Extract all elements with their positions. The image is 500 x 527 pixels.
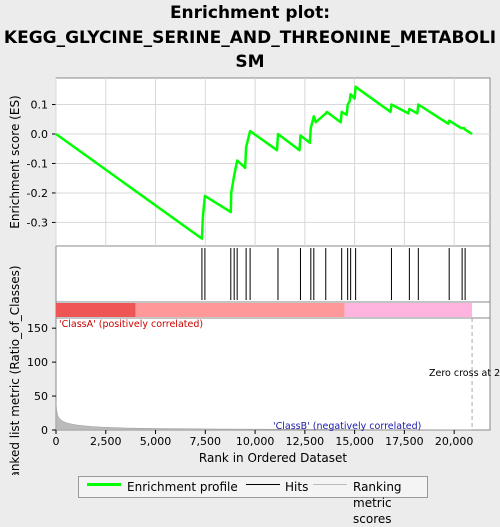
legend-enrichment-swatch bbox=[87, 483, 121, 486]
metric-ytick-label: 100 bbox=[27, 356, 48, 369]
es-ytick-label: -0.3 bbox=[27, 216, 48, 229]
hits-panel bbox=[56, 246, 490, 302]
zero-cross-label: Zero cross at 2 bbox=[429, 368, 500, 379]
xtick-label: 17,500 bbox=[385, 435, 424, 448]
enrichment-plot-chart: -0.3 -0.2 -0.1 0.0 0.1 0 50 100 150 0 2,500 5,000 7,… bbox=[0, 0, 500, 475]
xtick-label: 20,000 bbox=[435, 435, 474, 448]
colorbar-positive-strong bbox=[56, 303, 136, 317]
es-panel bbox=[56, 78, 490, 246]
metric-ylabel: Ranked list metric (Ratio_of_Classes) bbox=[8, 265, 22, 475]
legend-hits-swatch bbox=[246, 484, 280, 485]
es-ytick-label: 0.1 bbox=[31, 99, 49, 112]
metric-panel bbox=[56, 318, 490, 430]
xtick-label: 0 bbox=[53, 435, 60, 448]
xtick-label: 15,000 bbox=[335, 435, 374, 448]
es-ytick-label: -0.1 bbox=[27, 157, 48, 170]
legend: Enrichment profile Hits Ranking metric s… bbox=[78, 476, 428, 498]
metric-ytick-label: 0 bbox=[41, 424, 48, 437]
xtick-label: 2,500 bbox=[90, 435, 122, 448]
legend-ranking-swatch bbox=[313, 484, 347, 485]
legend-enrichment-label: Enrichment profile bbox=[127, 479, 238, 495]
colorbar-negative bbox=[345, 303, 472, 317]
legend-hits-label: Hits bbox=[285, 479, 308, 495]
colorbar-positive bbox=[136, 303, 345, 317]
xlabel: Rank in Ordered Dataset bbox=[199, 451, 347, 465]
es-ylabel: Enrichment score (ES) bbox=[8, 95, 22, 228]
metric-ytick-label: 50 bbox=[34, 390, 48, 403]
class-a-label: 'ClassA' (positively correlated) bbox=[59, 319, 203, 330]
legend-ranking-label: Ranking metric scores bbox=[353, 479, 427, 495]
es-ytick-label: -0.2 bbox=[27, 187, 48, 200]
xtick-label: 5,000 bbox=[140, 435, 172, 448]
xtick-label: 10,000 bbox=[236, 435, 275, 448]
metric-ytick-label: 150 bbox=[27, 322, 48, 335]
xtick-label: 12,500 bbox=[286, 435, 325, 448]
es-ytick-label: 0.0 bbox=[31, 128, 49, 141]
class-b-label: 'ClassB' (negatively correlated) bbox=[273, 421, 421, 432]
xtick-label: 7,500 bbox=[190, 435, 222, 448]
